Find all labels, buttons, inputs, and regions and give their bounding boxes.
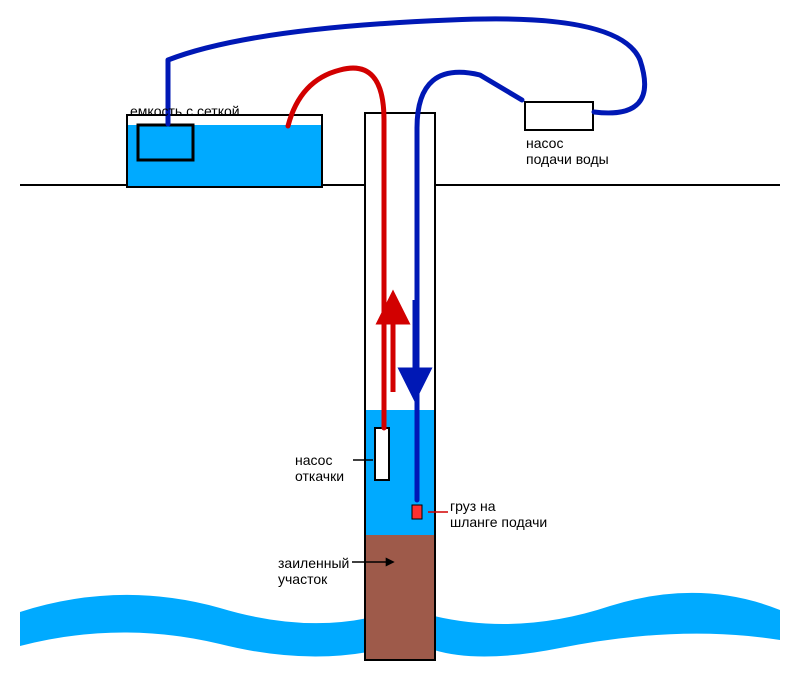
label-drain-pump: насос откачки [295, 452, 344, 484]
hose-weight [412, 505, 422, 519]
label-tank: емкость с сеткой [130, 103, 240, 119]
well-silt [365, 535, 435, 660]
submersible-pump [375, 428, 389, 480]
discharge-hose [288, 68, 384, 428]
label-weight: груз на шланге подачи [450, 498, 547, 530]
tank-water [127, 125, 322, 187]
well-flushing-diagram [0, 0, 800, 699]
label-silt: заиленный участок [278, 555, 349, 587]
label-pump-supply: насос подачи воды [526, 135, 609, 167]
delivery-pump [525, 102, 593, 130]
